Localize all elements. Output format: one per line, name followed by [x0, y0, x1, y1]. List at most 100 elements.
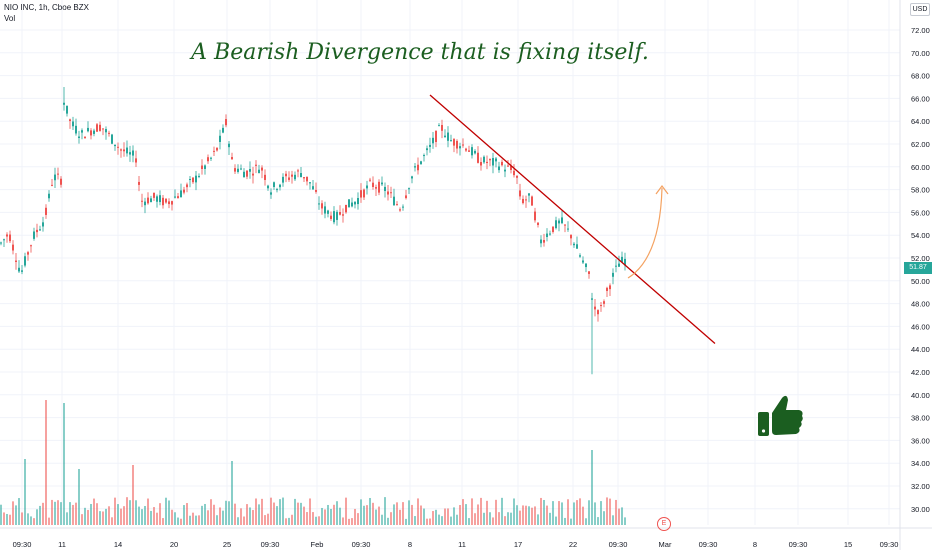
- candle-body: [246, 170, 248, 177]
- candle-body: [504, 169, 506, 172]
- volume-bar: [411, 504, 413, 525]
- candle-body: [48, 193, 50, 199]
- candle-body: [72, 121, 74, 127]
- volume-bar: [468, 518, 470, 525]
- candle-body: [255, 164, 257, 166]
- volume-bar: [561, 502, 563, 525]
- volume-bar: [321, 507, 323, 525]
- candle-body: [588, 271, 590, 274]
- volume-bar: [375, 509, 377, 525]
- candle-body: [219, 135, 221, 142]
- volume-bar: [381, 514, 383, 525]
- price-tick-label: 34.00: [911, 459, 930, 468]
- volume-bar: [147, 498, 149, 525]
- volume-bar: [450, 516, 452, 525]
- volume-bar: [579, 498, 581, 525]
- volume-bar: [39, 505, 41, 525]
- candle-body: [375, 187, 377, 189]
- candle-body: [21, 270, 23, 272]
- candle-body: [96, 124, 98, 132]
- volume-bar: [474, 513, 476, 525]
- candle-body: [126, 147, 128, 154]
- volume-bar: [45, 400, 47, 525]
- candle-body: [423, 155, 425, 157]
- volume-bar: [252, 510, 254, 525]
- volume-bar: [126, 497, 128, 525]
- candle-body: [471, 147, 473, 156]
- candle-body: [405, 195, 407, 199]
- volume-bar: [618, 508, 620, 525]
- time-tick-label: 22: [569, 540, 577, 549]
- volume-bar: [459, 505, 461, 525]
- volume-bar: [288, 517, 290, 525]
- time-tick-label: 14: [114, 540, 122, 549]
- bullish-arrow-head: [655, 185, 669, 195]
- candle-body: [624, 258, 626, 266]
- volume-bar: [42, 502, 44, 525]
- candle-body: [552, 226, 554, 232]
- price-tick-label: 54.00: [911, 231, 930, 240]
- candle-body: [576, 244, 578, 249]
- earnings-marker[interactable]: E: [657, 517, 671, 531]
- price-tick-label: 52.00: [911, 254, 930, 263]
- volume-bar: [297, 502, 299, 525]
- volume-bar: [501, 497, 503, 525]
- candle-body: [351, 202, 353, 207]
- volume-bar: [447, 508, 449, 525]
- volume-bar: [234, 503, 236, 525]
- candle-body: [525, 199, 527, 201]
- volume-bar: [417, 498, 419, 525]
- volume-bar: [537, 514, 539, 525]
- price-tick-label: 40.00: [911, 391, 930, 400]
- price-tick-label: 72.00: [911, 26, 930, 35]
- volume-bar: [462, 499, 464, 525]
- volume-bar: [249, 507, 251, 525]
- candle-body: [618, 263, 620, 267]
- volume-bar: [6, 513, 8, 525]
- volume-bar: [195, 515, 197, 525]
- candle-body: [606, 287, 608, 291]
- candle-body: [516, 175, 518, 178]
- candle-body: [114, 144, 116, 147]
- candle-body: [465, 148, 467, 151]
- candle-body: [537, 222, 539, 225]
- volume-bar: [81, 514, 83, 525]
- volume-bar: [546, 505, 548, 525]
- candle-body: [570, 234, 572, 239]
- volume-bar: [408, 500, 410, 525]
- candle-body: [369, 179, 371, 181]
- candle-body: [297, 170, 299, 172]
- candle-body: [66, 105, 68, 114]
- time-tick-label: 8: [753, 540, 757, 549]
- candle-body: [429, 144, 431, 147]
- volume-bar: [432, 511, 434, 525]
- volume-bar: [228, 501, 230, 525]
- symbol-header[interactable]: NIO INC, 1h, Cboe BZX: [4, 3, 89, 12]
- candle-body: [306, 176, 308, 182]
- candle-body: [378, 181, 380, 193]
- volume-bar: [267, 513, 269, 525]
- volume-bar: [102, 511, 104, 525]
- time-tick-label: 11: [458, 540, 466, 549]
- volume-bar: [471, 498, 473, 525]
- candle-body: [438, 125, 440, 127]
- price-tick-label: 50.00: [911, 277, 930, 286]
- volume-bar: [390, 512, 392, 525]
- volume-bar: [522, 505, 524, 525]
- volume-bar: [198, 515, 200, 525]
- candle-body: [165, 198, 167, 203]
- volume-bar: [327, 504, 329, 525]
- volume-bar: [96, 503, 98, 525]
- price-tick-label: 30.00: [911, 505, 930, 514]
- candle-body: [156, 196, 158, 202]
- candle-body: [507, 165, 509, 167]
- volume-indicator-label[interactable]: Vol: [4, 14, 16, 23]
- volume-bar: [276, 506, 278, 525]
- candle-body: [141, 200, 143, 202]
- candle-body: [336, 211, 338, 220]
- currency-badge[interactable]: USD: [910, 3, 930, 16]
- volume-bar: [24, 459, 26, 525]
- volume-bar: [576, 500, 578, 525]
